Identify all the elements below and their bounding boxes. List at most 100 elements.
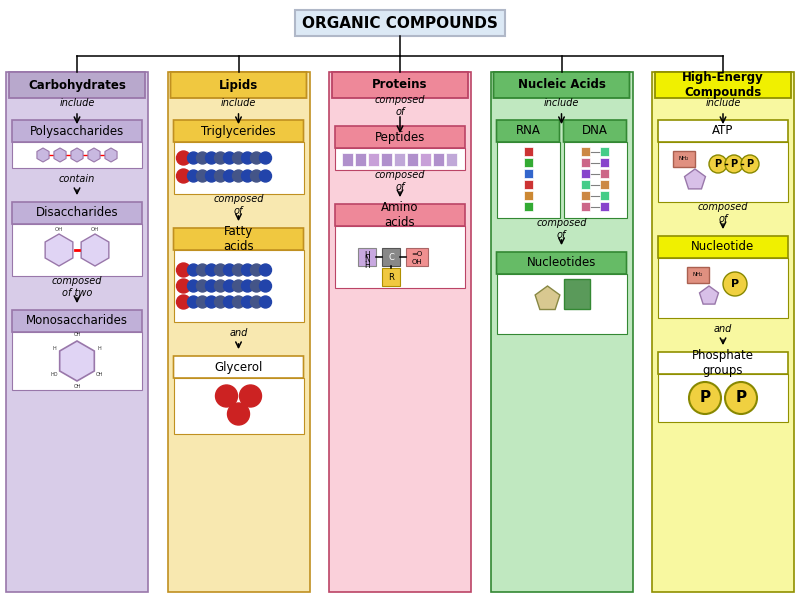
Bar [600,147,609,156]
Circle shape [259,170,271,182]
Bar [581,180,590,189]
FancyBboxPatch shape [497,252,626,274]
Text: Polysaccharides: Polysaccharides [30,124,124,137]
Bar [523,191,533,200]
Text: =O: =O [411,251,422,257]
Bar [581,191,590,200]
Circle shape [214,280,226,292]
Circle shape [242,296,254,308]
FancyBboxPatch shape [494,72,630,98]
Text: include: include [706,98,741,108]
FancyBboxPatch shape [174,120,303,142]
Text: Proteins: Proteins [372,79,428,91]
Bar [581,147,590,156]
FancyBboxPatch shape [497,120,559,142]
FancyBboxPatch shape [295,10,505,36]
Bar [174,378,303,434]
Text: OH: OH [96,371,103,377]
Bar [329,72,471,592]
FancyBboxPatch shape [174,228,303,250]
Circle shape [215,385,238,407]
Text: Fatty
acids: Fatty acids [223,225,254,253]
Text: OH: OH [91,227,99,232]
Circle shape [233,170,245,182]
FancyBboxPatch shape [658,120,788,142]
FancyBboxPatch shape [12,202,142,224]
Circle shape [187,264,199,276]
Text: HO: HO [50,371,58,377]
Circle shape [250,264,262,276]
Text: OH: OH [412,259,422,265]
Bar [354,152,366,166]
Text: Nucleic Acids: Nucleic Acids [518,79,606,91]
Text: Triglycerides: Triglycerides [201,124,276,137]
Text: composed
of two: composed of two [52,276,102,298]
Text: R: R [388,272,394,281]
Bar [600,169,609,178]
Text: ORGANIC COMPOUNDS: ORGANIC COMPOUNDS [302,16,498,31]
Text: P: P [746,159,754,169]
Text: Nucleotides: Nucleotides [527,257,596,269]
Circle shape [233,296,245,308]
Bar [523,158,533,167]
Bar [600,191,609,200]
Bar [167,72,310,592]
Bar [497,274,626,334]
FancyBboxPatch shape [563,120,626,142]
Circle shape [206,296,218,308]
Text: Phosphate
groups: Phosphate groups [692,349,754,377]
Text: ATP: ATP [712,124,734,137]
Bar [497,142,559,218]
Text: P: P [735,391,746,406]
Bar [12,332,142,390]
Circle shape [177,151,190,165]
Bar [358,248,376,266]
Circle shape [214,152,226,164]
Bar [600,158,609,167]
Text: composed
of: composed of [374,95,426,117]
Circle shape [177,169,190,183]
Text: P: P [699,391,710,406]
FancyBboxPatch shape [332,72,468,98]
Text: P: P [714,159,722,169]
Circle shape [259,280,271,292]
Bar [335,226,465,288]
Text: H: H [364,251,370,259]
Circle shape [242,152,254,164]
Bar [367,152,378,166]
Text: Amino
acids: Amino acids [382,201,418,229]
Bar [523,202,533,211]
Text: composed
of: composed of [536,218,586,240]
Text: OH: OH [55,227,63,232]
Bar [523,169,533,178]
Bar [174,142,303,194]
Text: NH₂: NH₂ [679,157,689,161]
Bar [673,151,695,167]
Text: OH: OH [74,332,81,337]
FancyBboxPatch shape [658,352,788,374]
Circle shape [227,403,250,425]
Bar [433,152,443,166]
Bar [381,152,391,166]
Bar [342,152,353,166]
Text: Monosaccharides: Monosaccharides [26,314,128,328]
FancyBboxPatch shape [12,310,142,332]
Bar [6,72,148,592]
Text: include: include [221,98,256,108]
Bar [174,250,303,322]
Bar [394,152,405,166]
Circle shape [250,280,262,292]
Circle shape [223,152,235,164]
Circle shape [206,152,218,164]
Circle shape [223,280,235,292]
Bar [563,279,590,309]
Circle shape [741,155,759,173]
Circle shape [223,264,235,276]
Text: RNA: RNA [515,124,541,137]
Text: H: H [364,260,370,269]
Circle shape [242,280,254,292]
Circle shape [177,295,190,309]
Text: composed
of: composed of [214,194,264,216]
Text: and: and [230,328,248,338]
Circle shape [259,152,271,164]
